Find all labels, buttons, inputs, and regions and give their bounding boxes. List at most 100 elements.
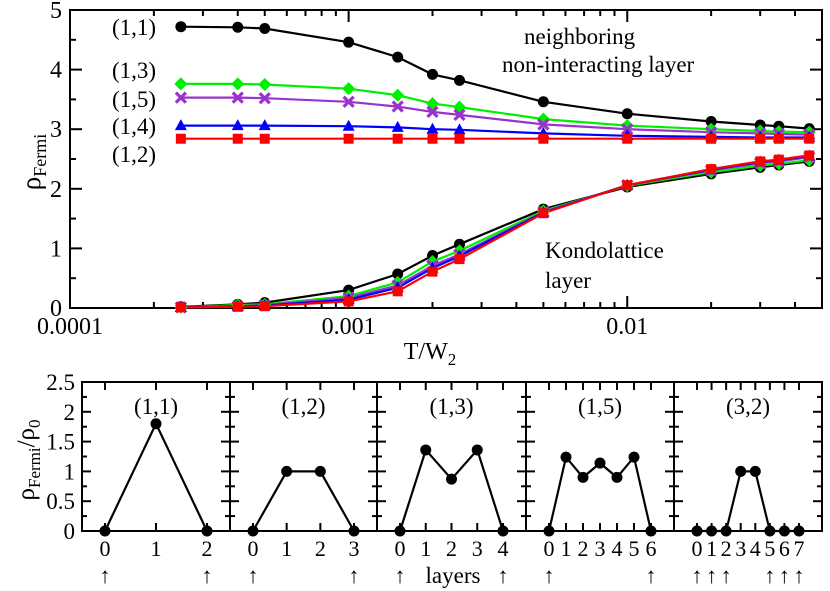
series-label-(1,4): (1,4) [112,114,156,139]
panel-(1,1): 0 1 2↑ ↑(1,1) [81,381,231,588]
data-point-upper-(1,3) [620,119,634,133]
panel-x-tick-label: 3 [735,536,746,561]
panel-x-tick-label: 1 [561,536,572,561]
top-y-tick-label: 5 [50,0,62,24]
data-point-upper-(1,2) [773,133,784,144]
panel-x-tick-label: 2 [315,536,326,561]
top-y-tick-label: 0 [50,296,62,322]
boundary-arrow: ↑ [395,563,406,588]
data-point-upper-(1,4) [453,123,466,135]
data-point-upper-(1,5) [537,118,550,131]
panel-data-point [281,465,293,477]
data-point-upper-(1,2) [804,133,815,144]
top-x-tick-label: 0.001 [322,314,376,340]
data-point-upper-(1,2) [259,133,270,144]
top-x-axis-label: T/W2 [404,339,456,369]
bottom-y-tick-label: 0 [64,519,76,544]
bottom-chart: 00.511.522.50 1 2↑ ↑(1,1)0 1 2 3↑ ↑(1,2)0 1 2 3 4↑ ↑… [13,370,823,588]
panel-data-point [420,444,432,456]
data-point-upper-(1,3) [258,78,272,91]
panel-line-(1,3) [398,447,505,532]
panel-data-point [594,457,606,469]
series-label-(1,2): (1,2) [112,142,156,167]
data-point-upper-(1,1) [343,36,355,48]
top-annotation-kondolattice: Kondolattice [545,238,664,263]
boundary-arrow: ↑ [248,563,259,588]
panel-x-tick-label: 4 [612,536,623,561]
data-point-upper-(1,1) [621,108,633,120]
data-point-upper-(1,5) [391,100,404,113]
data-point-lower-(1,2) [454,254,465,265]
top-x-tick-label: 0.01 [606,314,648,340]
top-annotation-non-interacting: non-interacting layer [502,52,695,77]
boundary-arrow: ↑ [779,563,790,588]
top-y-axis-label-sub: Fermi [30,134,50,177]
boundary-arrow: ↑ [692,563,703,588]
data-point-upper-(1,2) [392,133,403,144]
panel-(1,5): 0 1 2 3 4 5 6↑ ↑(1,5) [525,381,675,588]
series-line-lower-(1,3) [180,159,810,309]
top-x-axis-label-sub: 2 [448,350,457,369]
data-point-upper-(1,2) [427,133,438,144]
panel-data-point [577,471,589,483]
bottom-y-tick-label: 2 [64,400,76,425]
data-point-upper-(1,2) [232,133,243,144]
panel-(1,3): 0 1 2 3 4↑ ↑(1,3) [376,381,527,588]
boundary-arrow: ↑ [202,563,213,588]
boundary-arrow: ↑ [100,563,111,588]
boundary-arrow: ↑ [721,563,732,588]
bottom-y-axis-label: ρFermi/ρ0 [13,419,44,500]
data-point-upper-(1,4) [391,120,404,132]
data-point-upper-(1,4) [231,119,244,131]
panel-data-point [150,418,162,430]
data-point-upper-(1,2) [343,133,354,144]
data-point-upper-(1,1) [232,21,244,33]
data-point-lower-(1,2) [622,180,633,191]
data-point-lower-(1,2) [538,208,549,219]
panel-x-tick-label: 1 [706,536,717,561]
data-point-lower-(1,1) [454,238,466,250]
data-point-upper-(1,4) [342,119,355,131]
data-point-upper-(1,5) [174,91,188,104]
data-point-upper-(1,4) [174,119,187,131]
data-point-upper-(1,3) [704,122,718,136]
data-point-upper-(1,3) [174,77,188,91]
panel-(3,2): 0 1 2 3 4 5 6 7↑ ↑ ↑ ↑ ↑ ↑(3,2) [673,381,823,588]
data-point-lower-(1,1) [392,268,404,280]
boundary-arrow: ↑ [794,563,805,588]
bottom-x-axis-label: layers [426,563,481,588]
bottom-y-axis-label-tail-sub: 0 [25,419,44,428]
series-line-upper-(1,1) [180,25,810,130]
top-x-tick-label: 0.0001 [37,314,103,340]
data-point-upper-(1,5) [426,105,439,119]
panel-label-(1,1): (1,1) [134,394,178,419]
panel-x-tick-label: 3 [349,536,360,561]
series-line-lower-(1,5) [180,156,810,309]
panel-label-(3,2): (3,2) [726,394,770,419]
bottom-y-tick-label: 1.5 [46,430,75,455]
top-y-tick-label: 3 [50,117,62,143]
panel-x-tick-label: 3 [472,536,483,561]
top-y-tick-label: 2 [50,177,62,203]
data-point-lower-(1,2) [755,156,766,167]
boundary-arrow: ↑ [544,563,555,588]
panel-data-point [611,471,623,483]
panel-x-tick-label: 2 [578,536,589,561]
panel-x-tick-label: 1 [151,536,162,561]
panel-x-tick-label: 4 [498,536,509,561]
panel-x-tick-label: 0 [248,536,259,561]
data-point-lower-(1,2) [175,302,186,313]
data-point-upper-(1,2) [454,133,465,144]
top-y-axis-label: ρFermi [16,134,50,190]
panel-x-tick-label: 7 [794,536,805,561]
boundary-arrow: ↑ [706,563,717,588]
panel-x-tick-label: 0 [692,536,703,561]
panel-data-point [749,465,761,477]
bottom-y-tick-label: 0.5 [46,489,75,514]
panel-x-tick-label: 5 [764,536,775,561]
panel-x-tick-label: 2 [202,536,213,561]
data-point-upper-(1,1) [175,21,187,33]
data-point-lower-(1,2) [392,286,403,297]
panel-data-point [471,444,483,456]
